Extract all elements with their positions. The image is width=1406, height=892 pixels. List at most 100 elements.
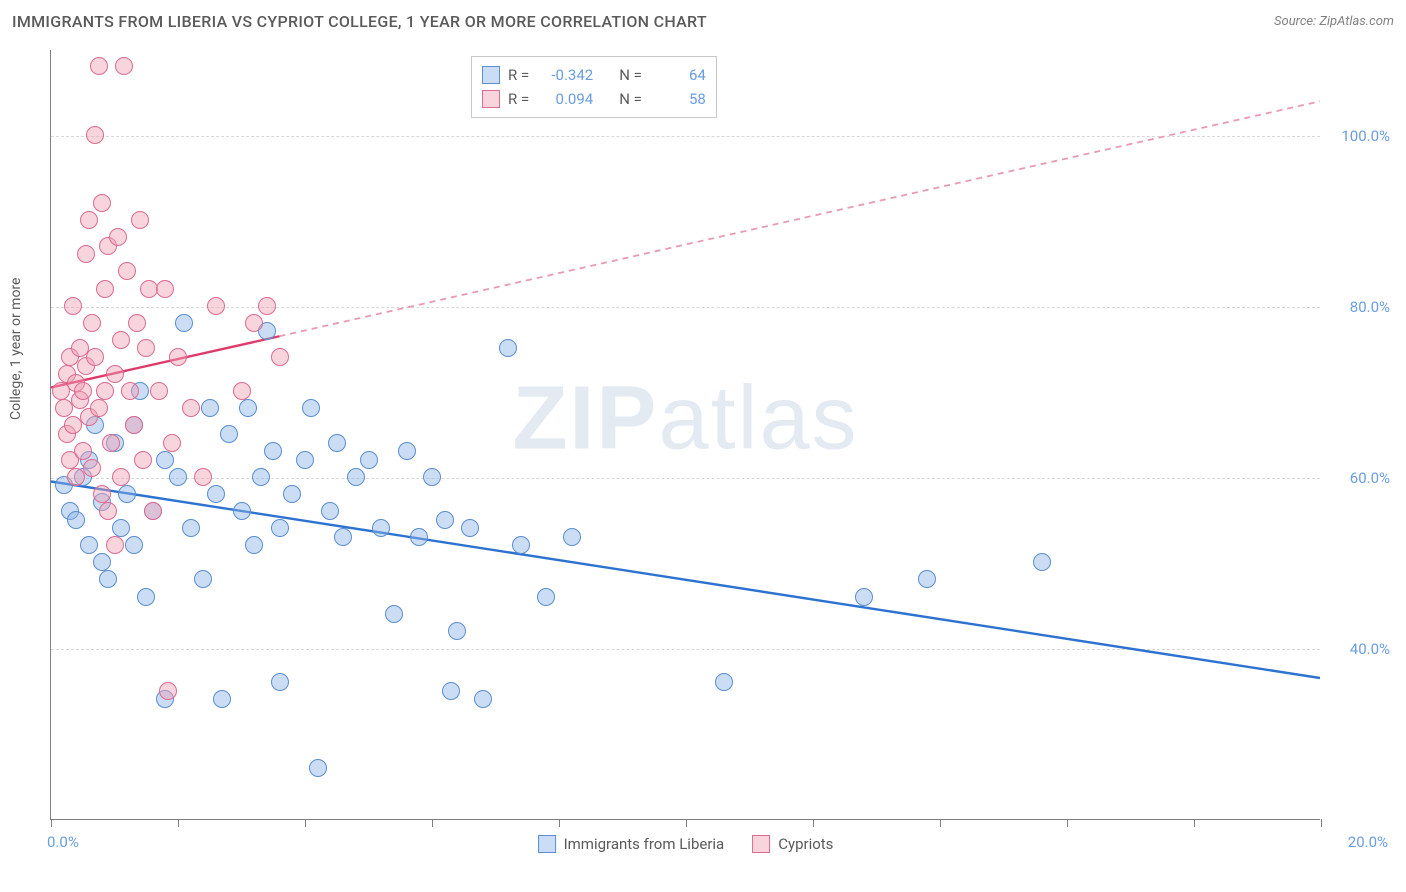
data-point: [321, 502, 339, 520]
series-legend: Immigrants from Liberia Cypriots: [538, 835, 834, 853]
data-point: [96, 280, 114, 298]
data-point: [99, 570, 117, 588]
data-point: [334, 528, 352, 546]
data-point: [347, 468, 365, 486]
data-point: [512, 536, 530, 554]
data-point: [474, 690, 492, 708]
data-point: [182, 399, 200, 417]
data-point: [410, 528, 428, 546]
data-point: [112, 468, 130, 486]
data-point: [194, 468, 212, 486]
data-point: [106, 365, 124, 383]
data-point: [156, 451, 174, 469]
data-point: [118, 485, 136, 503]
data-point: [125, 536, 143, 554]
plot-area: ZIPatlas 40.0%60.0%80.0%100.0% R = -0.34…: [50, 50, 1320, 820]
data-point: [245, 314, 263, 332]
data-point: [80, 211, 98, 229]
data-point: [67, 511, 85, 529]
data-point: [436, 511, 454, 529]
data-point: [499, 339, 517, 357]
source-label: Source: ZipAtlas.com: [1274, 14, 1394, 29]
data-point: [93, 485, 111, 503]
data-point: [64, 297, 82, 315]
data-point: [423, 468, 441, 486]
data-point: [563, 528, 581, 546]
data-point: [169, 468, 187, 486]
y-axis-label: College, 1 year or more: [8, 278, 24, 420]
data-point: [175, 314, 193, 332]
data-point: [220, 425, 238, 443]
x-tick-last: 20.0%: [1348, 833, 1388, 851]
data-point: [115, 57, 133, 75]
legend-item-cypriots: Cypriots: [752, 835, 833, 853]
data-point: [150, 382, 168, 400]
data-point: [159, 682, 177, 700]
y-tick-label: 100.0%: [1330, 127, 1390, 145]
data-point: [302, 399, 320, 417]
data-point: [264, 442, 282, 460]
swatch-liberia: [482, 66, 500, 84]
n-value-cypriots: 58: [650, 87, 706, 111]
data-point: [121, 382, 139, 400]
chart-title: IMMIGRANTS FROM LIBERIA VS CYPRIOT COLLE…: [12, 12, 707, 31]
r-value-cypriots: 0.094: [537, 87, 593, 111]
data-point: [360, 451, 378, 469]
chart-header: IMMIGRANTS FROM LIBERIA VS CYPRIOT COLLE…: [0, 0, 1406, 42]
data-point: [855, 588, 873, 606]
legend-label-cypriots: Cypriots: [778, 835, 833, 853]
data-point: [144, 502, 162, 520]
data-point: [233, 502, 251, 520]
data-point: [83, 314, 101, 332]
data-point: [102, 434, 120, 452]
data-point: [134, 451, 152, 469]
data-point: [163, 434, 181, 452]
trend-lines: [51, 50, 1320, 819]
data-point: [245, 536, 263, 554]
n-value-liberia: 64: [650, 63, 706, 87]
legend-label-liberia: Immigrants from Liberia: [564, 835, 725, 853]
data-point: [93, 194, 111, 212]
data-point: [442, 682, 460, 700]
data-point: [156, 280, 174, 298]
data-point: [213, 690, 231, 708]
data-point: [83, 459, 101, 477]
data-point: [77, 245, 95, 263]
y-tick-label: 80.0%: [1330, 298, 1390, 316]
legend-row-cypriots: R = 0.094 N = 58: [482, 87, 706, 111]
data-point: [448, 622, 466, 640]
data-point: [137, 588, 155, 606]
data-point: [372, 519, 390, 537]
swatch-liberia-icon: [538, 835, 556, 853]
data-point: [252, 468, 270, 486]
y-tick-label: 60.0%: [1330, 469, 1390, 487]
swatch-cypriots-icon: [752, 835, 770, 853]
data-point: [201, 399, 219, 417]
data-point: [239, 399, 257, 417]
r-value-liberia: -0.342: [537, 63, 593, 87]
data-point: [258, 297, 276, 315]
data-point: [328, 434, 346, 452]
data-point: [137, 339, 155, 357]
data-point: [271, 673, 289, 691]
data-point: [1033, 553, 1051, 571]
data-point: [118, 262, 136, 280]
data-point: [537, 588, 555, 606]
data-point: [918, 570, 936, 588]
correlation-legend: R = -0.342 N = 64 R = 0.094 N = 58: [471, 56, 717, 118]
data-point: [128, 314, 146, 332]
data-point: [169, 348, 187, 366]
data-point: [271, 348, 289, 366]
data-point: [131, 211, 149, 229]
data-point: [233, 382, 251, 400]
legend-item-liberia: Immigrants from Liberia: [538, 835, 725, 853]
data-point: [207, 485, 225, 503]
y-tick-label: 40.0%: [1330, 640, 1390, 658]
data-point: [99, 502, 117, 520]
data-point: [96, 382, 114, 400]
data-point: [283, 485, 301, 503]
data-point: [309, 759, 327, 777]
data-point: [80, 536, 98, 554]
data-point: [296, 451, 314, 469]
data-point: [106, 536, 124, 554]
